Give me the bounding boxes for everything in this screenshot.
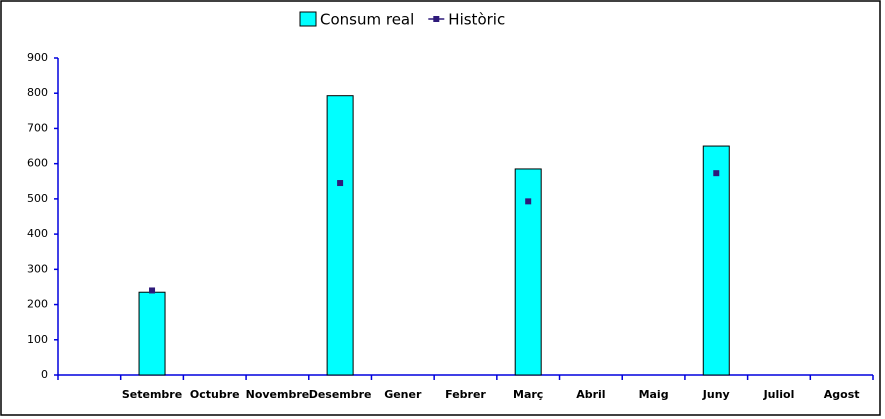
x-tick-label: Febrer: [445, 388, 486, 401]
marker: [525, 198, 532, 205]
y-tick-label: 600: [27, 157, 48, 170]
marker: [337, 180, 344, 187]
y-tick-label: 700: [27, 121, 48, 134]
y-tick-label: 800: [27, 86, 48, 99]
bar: [702, 145, 730, 376]
marker: [149, 287, 156, 294]
x-tick-label: Juny: [702, 388, 730, 401]
legend-label: Consum real: [320, 11, 414, 29]
bar: [326, 95, 354, 376]
y-tick-label: 900: [27, 51, 48, 64]
y-tick-label: 400: [27, 227, 48, 240]
x-tick-label: Maig: [639, 388, 669, 401]
y-tick-label: 100: [27, 333, 48, 346]
x-tick-label: Gener: [384, 388, 422, 401]
y-tick-label: 300: [27, 262, 48, 275]
x-tick-label: Setembre: [122, 388, 182, 401]
legend-marker: [433, 16, 440, 22]
x-tick-label: Octubre: [190, 388, 240, 401]
bar: [138, 291, 166, 376]
y-tick-label: 200: [27, 298, 48, 311]
x-tick-label: Agost: [824, 388, 860, 401]
x-tick-label: Desembre: [309, 388, 372, 401]
x-tick-label: Abril: [576, 388, 605, 401]
legend-swatch: [299, 11, 317, 27]
y-tick-label: 0: [41, 368, 48, 381]
marker: [713, 170, 720, 177]
legend-label: Històric: [448, 11, 505, 29]
x-tick-label: Juliol: [763, 388, 795, 401]
y-tick-label: 500: [27, 192, 48, 205]
x-tick-label: Novembre: [246, 388, 310, 401]
x-tick-label: Març: [513, 388, 543, 401]
